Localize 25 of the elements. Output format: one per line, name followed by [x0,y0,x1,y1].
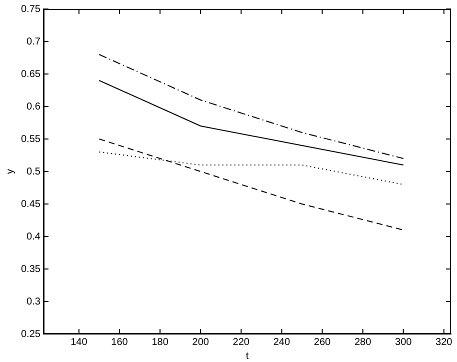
x-tick-label: 220 [232,336,250,348]
x-tick-label: 280 [354,336,372,348]
y-axis-title: y [4,169,16,174]
y-tick-label: 0.35 [20,264,41,275]
x-axis-title: t [246,350,249,362]
x-tick-label: 300 [395,336,412,348]
x-tick-label: 160 [111,336,128,348]
y-tick-label: 0.65 [20,68,41,80]
y-tick-label: 0.7 [26,36,41,48]
y-tick-label: 0.3 [26,296,41,308]
y-tick-label: 0.75 [20,4,41,15]
x-tick-label: 180 [152,336,169,348]
x-tick-label: 200 [192,336,210,348]
y-tick-label: 0.6 [26,101,41,112]
line-series [98,138,404,230]
x-tick-label: 320 [436,336,453,348]
y-tick-label: 0.55 [20,134,41,145]
y-tick-label: 0.25 [20,328,41,340]
x-tick-label: 140 [70,336,88,348]
y-tick-label: 0.4 [26,231,41,242]
x-tick-label: 240 [273,336,290,348]
y-tick-label: 0.45 [20,198,41,210]
line-series [98,54,404,159]
x-tick-label: 260 [314,336,332,348]
y-tick-label: 0.5 [26,166,41,178]
